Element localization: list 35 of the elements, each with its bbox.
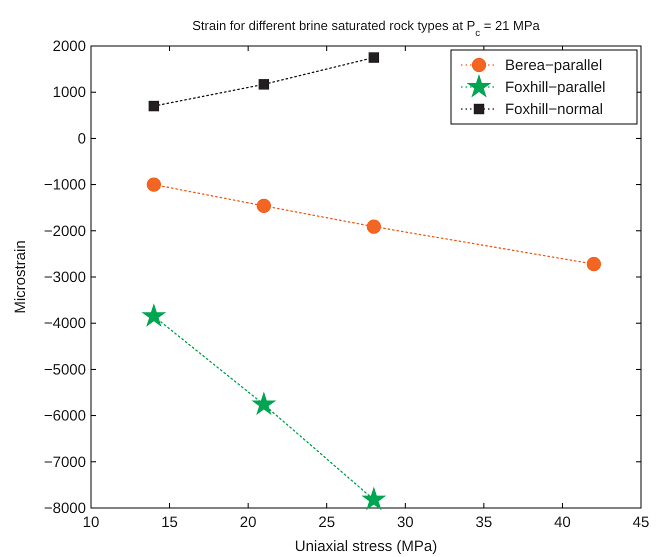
point: [141, 303, 166, 327]
y-tick-label: 1000: [52, 84, 86, 102]
y-tick-label: −4000: [44, 315, 86, 332]
x-tick-label: 35: [476, 514, 492, 531]
point: [251, 392, 276, 416]
point: [146, 177, 161, 192]
point: [148, 100, 160, 112]
y-tick-label: −3000: [44, 269, 86, 286]
x-tick-label: 25: [318, 514, 336, 531]
x-tick-label: 30: [396, 514, 414, 531]
y-tick-label: 2000: [52, 38, 86, 55]
x-tick-label: 20: [240, 514, 256, 531]
x-axis-title: Uniaxial stress (MPa): [294, 538, 438, 555]
point: [368, 52, 380, 63]
legend-label: Berea−parallel: [505, 57, 602, 74]
point: [366, 220, 381, 234]
legend-label: Foxhill−normal: [505, 101, 603, 118]
y-tick-label: −8000: [44, 500, 86, 517]
y-tick-label: −2000: [44, 222, 86, 240]
y-tick-label: 0: [78, 130, 86, 148]
y-tick-label: −5000: [44, 361, 86, 378]
point: [258, 79, 270, 90]
point: [256, 198, 271, 213]
x-tick-label: 10: [82, 514, 100, 531]
x-tick-label: 40: [554, 514, 571, 531]
y-tick-label: −6000: [44, 408, 86, 425]
point: [586, 256, 601, 272]
y-tick-label: −7000: [44, 454, 86, 471]
y-axis-title: Microstrain: [12, 240, 29, 314]
y-tick-label: −1000: [44, 176, 86, 194]
legend-label: Foxhill−parallel: [505, 79, 606, 96]
point: [361, 486, 386, 510]
x-tick-label: 15: [161, 514, 178, 531]
x-tick-label: 45: [632, 514, 650, 531]
chart-title: Strain for different brine saturated rock types at P$_{c}$ = 21 MPa: [192, 18, 541, 38]
